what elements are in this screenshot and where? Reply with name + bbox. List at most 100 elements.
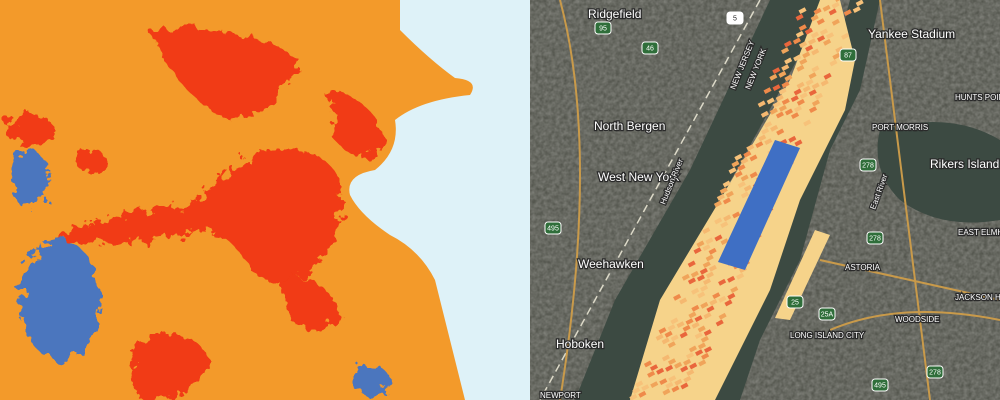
block <box>814 92 823 100</box>
highway-shields: 95 5 46 87 278 495 25 25A 278 495 278 <box>544 11 944 392</box>
block <box>772 84 781 92</box>
block <box>778 70 787 78</box>
block <box>783 40 792 48</box>
place-label: EAST ELMHURST <box>958 228 1000 237</box>
block <box>667 324 676 332</box>
block <box>712 292 721 300</box>
block <box>697 342 706 350</box>
block <box>798 24 807 32</box>
block <box>734 153 743 161</box>
block <box>796 64 805 72</box>
block <box>686 352 695 360</box>
block <box>758 134 767 142</box>
block <box>743 184 752 192</box>
block <box>681 273 690 281</box>
block <box>799 58 808 66</box>
block <box>694 315 703 323</box>
block <box>740 174 749 182</box>
block <box>781 81 790 89</box>
block <box>790 95 799 103</box>
block <box>676 321 685 329</box>
block <box>743 150 752 158</box>
block <box>691 304 700 312</box>
place-label: WOODSIDE <box>895 315 939 324</box>
block <box>668 358 677 366</box>
place-label: North Bergen <box>594 119 665 133</box>
block <box>803 119 812 127</box>
block <box>764 121 773 129</box>
block <box>679 297 688 305</box>
block <box>736 272 745 280</box>
block <box>737 181 746 189</box>
block <box>775 94 784 102</box>
block <box>811 99 820 107</box>
shield <box>818 307 836 321</box>
block <box>683 358 692 366</box>
block <box>832 52 841 60</box>
place-label: LONG ISLAND CITY <box>790 331 865 340</box>
block <box>719 187 728 195</box>
place-label: JACKSON HEIGHTS <box>955 293 1000 302</box>
block <box>687 277 696 285</box>
block <box>760 110 769 118</box>
block <box>695 349 704 357</box>
block <box>766 97 775 105</box>
block <box>725 190 734 198</box>
block <box>694 332 703 340</box>
block <box>728 167 737 175</box>
block <box>682 324 691 332</box>
block <box>731 160 740 168</box>
block <box>700 335 709 343</box>
block <box>670 317 679 325</box>
block <box>690 270 699 278</box>
block <box>697 291 706 299</box>
block <box>804 27 813 35</box>
block <box>693 247 702 255</box>
block <box>781 47 790 55</box>
block <box>683 375 692 383</box>
block <box>699 267 708 275</box>
shield <box>544 221 562 235</box>
block <box>855 0 864 7</box>
block <box>716 193 725 201</box>
block <box>704 346 713 354</box>
block <box>680 365 689 373</box>
block <box>671 385 680 393</box>
block <box>655 333 664 341</box>
block <box>638 390 647 398</box>
block <box>802 85 811 93</box>
block <box>714 234 723 242</box>
block <box>798 7 807 15</box>
block <box>823 38 832 46</box>
block <box>740 157 749 165</box>
block <box>769 107 778 115</box>
block <box>643 360 652 368</box>
block <box>662 388 671 396</box>
block <box>808 89 817 97</box>
shield-label: 495 <box>874 382 886 389</box>
shield-label: 495 <box>547 225 559 232</box>
block <box>852 6 861 14</box>
shield-label: 25A <box>821 311 834 318</box>
block <box>720 221 729 229</box>
block <box>706 305 715 313</box>
block <box>811 82 820 90</box>
block <box>764 138 773 146</box>
block <box>835 46 844 54</box>
block <box>775 111 784 119</box>
block <box>679 331 688 339</box>
block <box>778 104 787 112</box>
block <box>781 64 790 72</box>
block <box>810 14 819 22</box>
block <box>794 139 803 147</box>
place-label: PORT MORRIS <box>872 123 928 132</box>
block <box>659 378 668 386</box>
block <box>769 73 778 81</box>
block <box>702 227 711 235</box>
block <box>811 48 820 56</box>
block <box>793 88 802 96</box>
block <box>720 238 729 246</box>
block <box>641 384 650 392</box>
block <box>784 74 793 82</box>
